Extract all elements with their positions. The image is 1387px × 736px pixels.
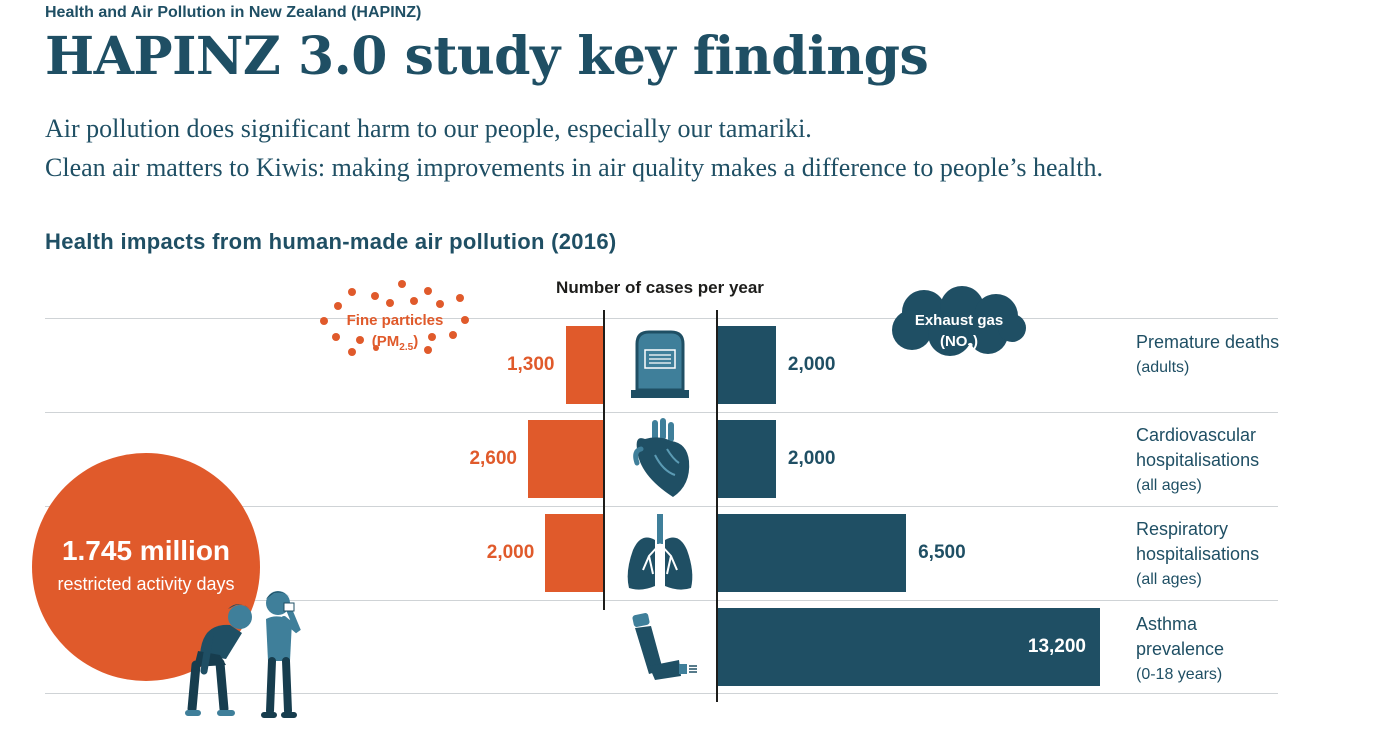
no2-axis-line (716, 310, 718, 702)
no2-bar-asthma-prevalence (718, 608, 1100, 686)
row-label-name: Cardiovascular hospitalisations (1136, 425, 1260, 470)
inhaler-icon (632, 613, 697, 680)
chart-title: Health impacts from human-made air pollu… (45, 229, 617, 254)
row-label-name: Asthma prevalence (1136, 614, 1225, 659)
no2-bar-cardiovascular-hospitalisations (718, 420, 776, 498)
gravestone-icon (631, 330, 689, 398)
row-label-note: (all ages) (1136, 571, 1202, 588)
row-label-name: Respiratory hospitalisations (1136, 519, 1260, 564)
no2-value-premature-deaths: 2,000 (787, 354, 836, 375)
callout-label: restricted activity days (57, 574, 235, 594)
pm25-value-respiratory-hospitalisations: 2,000 (486, 542, 535, 563)
cases-axis-header: Number of cases per year (556, 278, 764, 297)
no2-bar-premature-deaths (718, 326, 776, 404)
no2-legend-line1: Exhaust gas (914, 312, 1004, 329)
row-label-cardiovascular: Cardiovascular hospitalisations (all age… (1136, 423, 1286, 498)
pm25-dots-icon (320, 280, 469, 356)
coughing-people-icon (185, 591, 301, 718)
no2-value-cardiovascular-hospitalisations: 2,000 (787, 448, 836, 469)
intro-line-1: Air pollution does significant harm to o… (45, 114, 812, 143)
row-label-name: Premature deaths (1136, 332, 1280, 352)
row-divider (45, 506, 1278, 507)
row-divider (45, 693, 1278, 694)
pm-axis-line (603, 310, 605, 610)
no2-bar-respiratory-hospitalisations (718, 514, 907, 592)
no2-value-asthma-prevalence: 13,200 (1027, 636, 1086, 657)
header-eyebrow: Health and Air Pollution in New Zealand … (45, 4, 422, 21)
page-title: HAPINZ 3.0 study key findings (45, 26, 929, 87)
no2-value-respiratory-hospitalisations: 6,500 (918, 542, 966, 563)
pm25-legend-line1: Fine particles (346, 312, 444, 329)
heart-icon (633, 418, 690, 497)
no2-legend-line2: (NO2) (939, 333, 979, 353)
lungs-icon (627, 514, 693, 590)
intro-line-2: Clean air matters to Kiwis: making impro… (45, 153, 1104, 182)
row-divider (45, 318, 1278, 319)
row-label-premature-deaths: Premature deaths (adults) (1136, 330, 1286, 380)
row-divider (45, 412, 1278, 413)
pm25-value-cardiovascular-hospitalisations: 2,600 (469, 448, 517, 469)
callout-value: 1.745 million (61, 535, 231, 566)
exhaust-cloud-icon (892, 286, 1026, 356)
pm25-value-premature-deaths: 1,300 (506, 354, 555, 375)
row-label-note: (adults) (1136, 359, 1190, 376)
row-label-asthma: Asthma prevalence (0-18 years) (1136, 612, 1286, 687)
row-divider (45, 600, 1278, 601)
row-label-respiratory: Respiratory hospitalisations (all ages) (1136, 517, 1286, 592)
no2-legend: Exhaust gas (NO2) (899, 310, 1019, 358)
pm25-bar-respiratory-hospitalisations (545, 514, 603, 592)
row-label-note: (0-18 years) (1136, 666, 1223, 683)
pm25-bar-premature-deaths (565, 326, 603, 404)
pm25-bar-cardiovascular-hospitalisations (528, 420, 603, 498)
pm25-legend: Fine particles (PM2.5) (330, 310, 460, 358)
row-label-note: (all ages) (1136, 477, 1202, 494)
pm25-legend-line2: (PM2.5) (371, 333, 419, 353)
